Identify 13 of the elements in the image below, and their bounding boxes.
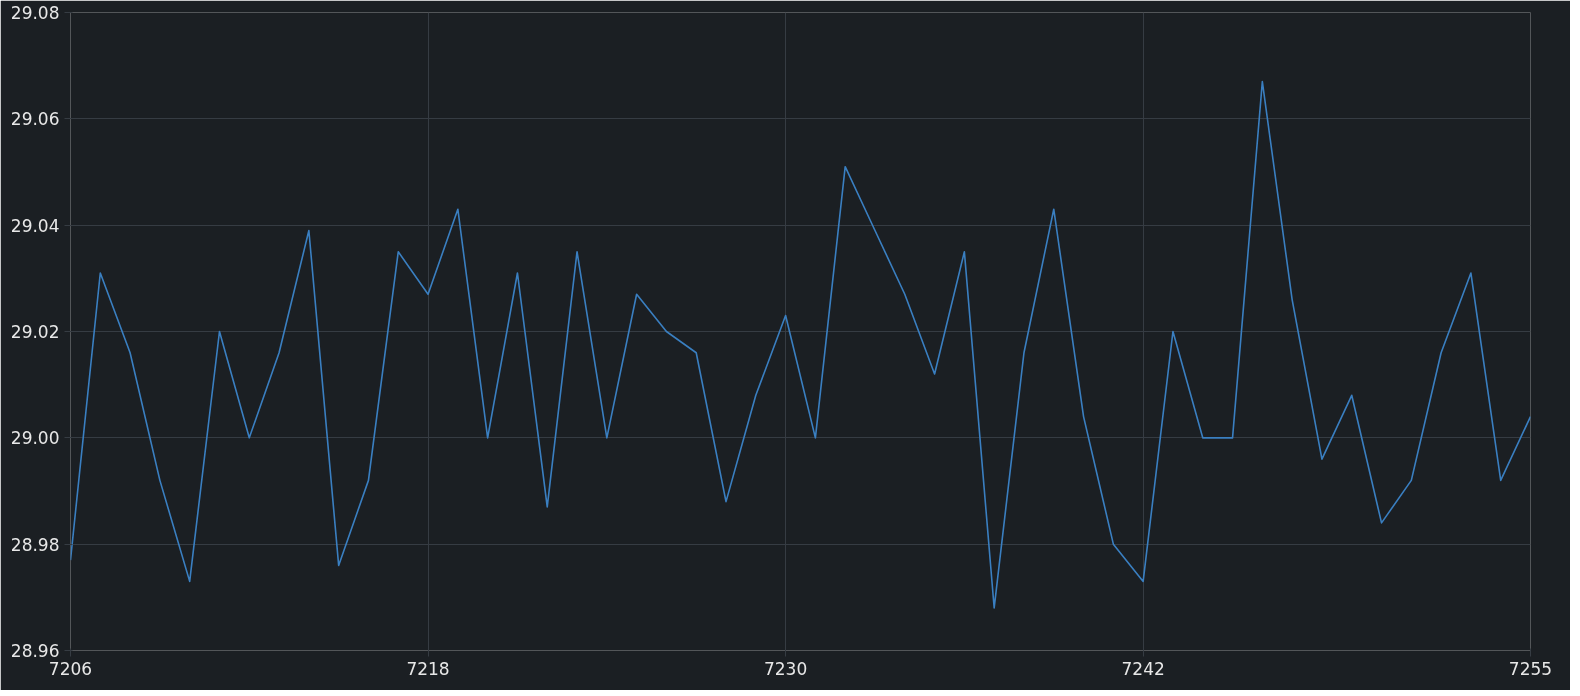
y-tick-label: 28.96 <box>10 641 60 661</box>
y-tick-label: 29.00 <box>10 428 60 449</box>
y-tick-label: 28.98 <box>10 534 60 555</box>
x-tick-label: 7206 <box>48 658 93 679</box>
y-tick-label: 29.04 <box>10 215 60 236</box>
y-tick-label: 29.08 <box>10 3 60 23</box>
x-tick-label: 7242 <box>1121 658 1165 679</box>
line-series <box>70 80 1531 609</box>
y-tick-label: 29.06 <box>10 109 60 130</box>
x-tick-label: 7218 <box>406 658 450 679</box>
x-tick-label: 7230 <box>763 658 808 679</box>
y-tick-label: 29.02 <box>10 322 60 342</box>
x-tick-label: 7255 <box>1508 658 1553 679</box>
